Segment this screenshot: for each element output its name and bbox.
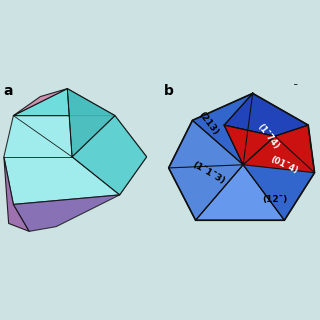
Polygon shape bbox=[192, 93, 253, 165]
Polygon shape bbox=[243, 125, 315, 173]
Polygon shape bbox=[72, 116, 147, 195]
Text: (1¯74): (1¯74) bbox=[256, 122, 281, 151]
Text: (213): (213) bbox=[196, 110, 220, 137]
Polygon shape bbox=[243, 136, 315, 220]
Polygon shape bbox=[196, 165, 284, 220]
Polygon shape bbox=[13, 195, 120, 231]
Text: (1¯1¯3): (1¯1¯3) bbox=[190, 160, 226, 186]
Text: ¯: ¯ bbox=[293, 84, 298, 94]
Polygon shape bbox=[13, 89, 115, 116]
Text: b: b bbox=[164, 84, 174, 98]
Polygon shape bbox=[4, 157, 29, 231]
Polygon shape bbox=[224, 125, 275, 165]
Text: (12¯): (12¯) bbox=[262, 195, 287, 204]
Text: a: a bbox=[4, 84, 13, 98]
Polygon shape bbox=[13, 89, 67, 116]
Text: (01¯4): (01¯4) bbox=[269, 155, 300, 175]
Polygon shape bbox=[224, 93, 308, 136]
Polygon shape bbox=[67, 89, 115, 157]
Polygon shape bbox=[169, 120, 243, 220]
Polygon shape bbox=[4, 116, 147, 204]
